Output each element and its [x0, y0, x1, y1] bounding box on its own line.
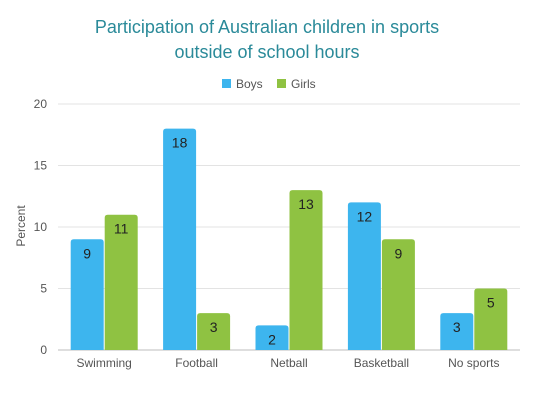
bar-boys-swimming: [70, 239, 104, 350]
y-tick-label-15: 15: [34, 159, 48, 173]
bar-girls-netball: [289, 190, 323, 350]
bar-girls-football: [197, 313, 231, 350]
data-label-girls-netball: 13: [298, 196, 314, 212]
bar-boys-basketball: [347, 202, 381, 350]
bar-boys-football: [163, 128, 197, 350]
bar-girls-no-sports: [474, 288, 508, 350]
data-label-girls-football: 3: [210, 319, 218, 335]
chart-title-line-1: Participation of Australian children in …: [95, 17, 439, 37]
y-tick-label-0: 0: [40, 343, 47, 357]
data-label-boys-basketball: 12: [357, 208, 373, 224]
bar-girls-swimming: [104, 214, 138, 350]
y-tick-label-5: 5: [40, 282, 47, 296]
bar-girls-basketball: [381, 239, 415, 350]
category-label-netball: Netball: [270, 356, 307, 370]
y-tick-label-10: 10: [34, 220, 48, 234]
data-label-boys-netball: 2: [268, 331, 276, 347]
data-label-boys-no-sports: 3: [453, 319, 461, 335]
legend-label-girls: Girls: [291, 77, 316, 91]
category-label-no-sports: No sports: [448, 356, 499, 370]
category-label-football: Football: [175, 356, 218, 370]
legend-swatch-girls: [277, 79, 286, 88]
data-label-boys-football: 18: [172, 135, 188, 151]
data-label-boys-swimming: 9: [83, 245, 91, 261]
bar-boys-netball: [255, 325, 289, 350]
data-labels: 9 11 18 3 2 13 12 9 3 5: [83, 135, 495, 348]
data-label-girls-no-sports: 5: [487, 295, 495, 311]
legend-swatch-boys: [222, 79, 231, 88]
data-label-girls-swimming: 11: [114, 221, 129, 237]
category-label-basketball: Basketball: [354, 356, 409, 370]
y-tick-labels: 0 5 10 15 20: [34, 97, 48, 357]
bar-boys-no-sports: [440, 313, 474, 350]
bars: [70, 128, 508, 350]
legend-label-boys: Boys: [236, 77, 263, 91]
chart-title-line-2: outside of school hours: [174, 42, 359, 62]
category-label-swimming: Swimming: [77, 356, 132, 370]
y-axis-label: Percent: [14, 205, 28, 247]
data-label-girls-basketball: 9: [395, 245, 403, 261]
legend: Boys Girls: [222, 77, 316, 91]
category-labels: Swimming Football Netball Basketball No spor…: [77, 356, 500, 370]
y-tick-label-20: 20: [34, 97, 48, 111]
